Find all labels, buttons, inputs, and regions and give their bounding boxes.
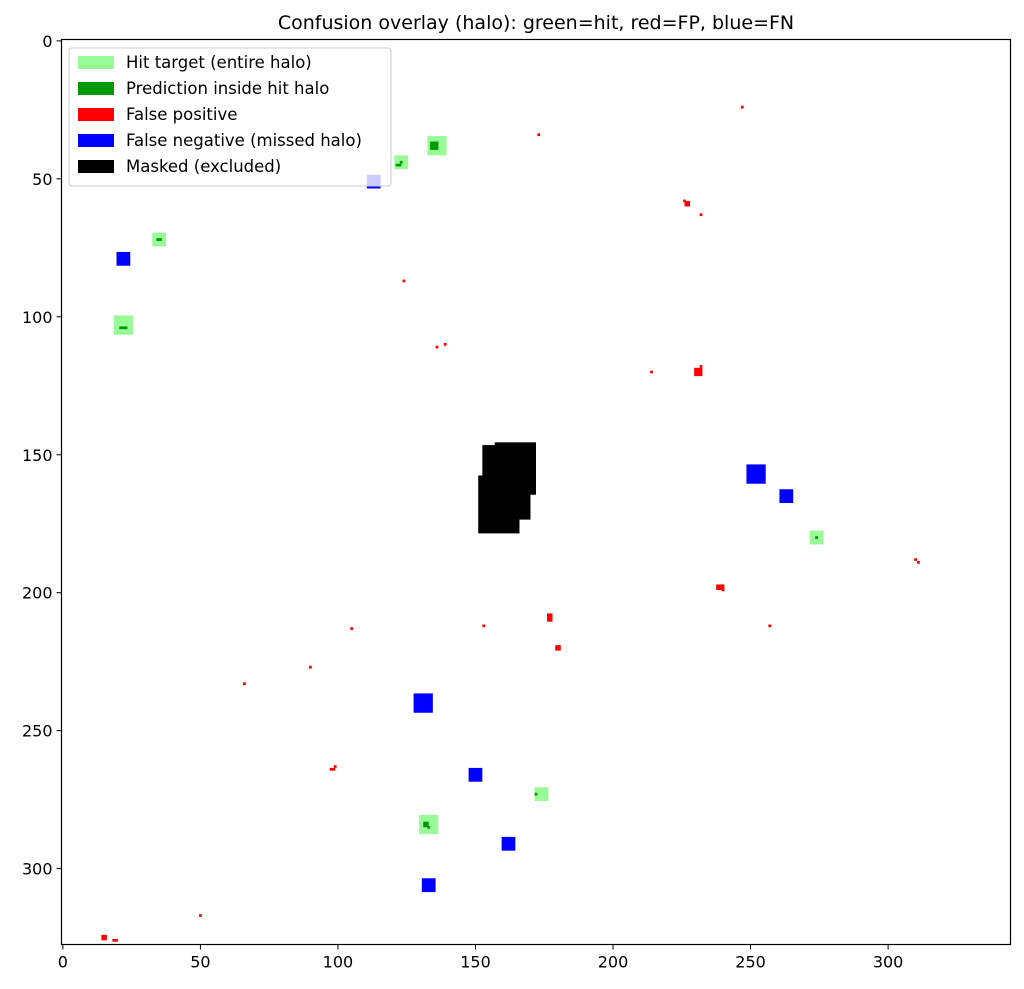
- y-tick-label-100: 100: [22, 308, 53, 327]
- prediction-inside-hit-halo-cell-9: [427, 825, 431, 829]
- false-positive-cell-7: [443, 343, 447, 346]
- false-positive-cell-13: [716, 584, 725, 590]
- x-tick-label-150: 150: [460, 953, 491, 972]
- x-tick-label-300: 300: [873, 953, 904, 972]
- x-tick-label-50: 50: [190, 953, 210, 972]
- false-positive-cell-21: [243, 682, 246, 686]
- false-positive-cell-1: [537, 133, 541, 137]
- legend-label-prediction-inside-hit-halo: Prediction inside hit halo: [126, 79, 329, 98]
- prediction-inside-hit-halo-cell-7: [534, 792, 538, 796]
- legend-label-hit-target-entire-halo: Hit target (entire halo): [126, 53, 312, 72]
- y-tick-label-0: 0: [42, 32, 52, 51]
- false-positive-cell-17: [482, 624, 486, 628]
- prediction-inside-hit-halo-cell-8: [423, 821, 429, 828]
- false-positive-cell-26: [112, 938, 118, 942]
- false-negative-missed-halo-cell-5: [468, 767, 483, 782]
- false-negative-missed-halo-cell-6: [501, 836, 516, 851]
- false-positive-cell-8: [650, 370, 653, 374]
- prediction-inside-hit-halo-cell-4: [156, 238, 162, 241]
- false-positive-cell-25: [101, 934, 107, 941]
- legend-label-masked-excluded: Masked (excluded): [126, 157, 281, 176]
- hit-target-entire-halo-cell-5: [534, 787, 549, 802]
- prediction-inside-hit-halo-cell-2: [395, 163, 402, 167]
- y-axis: 0 50 100 150 200 250 300: [22, 32, 62, 879]
- y-tick-label-200: 200: [22, 584, 53, 603]
- legend: Hit target (entire halo) Prediction insid…: [68, 47, 392, 187]
- hit-target-entire-halo-cell-3: [113, 315, 134, 335]
- false-positive-cell-11: [914, 558, 917, 561]
- legend-swatch-false-negative-missed-halo: [78, 134, 114, 147]
- false-positive-cell-18: [768, 624, 772, 628]
- false-positive-cell-2: [683, 199, 686, 203]
- x-axis: 0 50 100 150 200 250 300: [58, 944, 904, 972]
- false-negative-missed-halo-cell-1: [116, 251, 131, 266]
- false-positive-cell-10: [699, 365, 703, 368]
- false-positive-cell-16: [350, 627, 354, 630]
- masked-excluded-cell-2: [478, 475, 520, 534]
- y-tick-label-250: 250: [22, 722, 53, 741]
- prediction-inside-hit-halo-cell-3: [399, 160, 403, 164]
- y-tick-label-50: 50: [32, 170, 52, 189]
- false-positive-cell-23: [333, 765, 337, 768]
- x-tick-label-250: 250: [735, 953, 766, 972]
- false-positive-cell-20: [309, 665, 312, 669]
- false-negative-missed-halo-cell-4: [413, 693, 433, 713]
- x-tick-label-200: 200: [598, 953, 629, 972]
- x-tick-label-0: 0: [58, 953, 68, 972]
- false-positive-cell-9: [694, 367, 703, 377]
- false-positive-cell-22: [329, 767, 336, 771]
- false-positive-cell-3: [684, 200, 691, 207]
- false-positive-cell-15: [547, 613, 553, 622]
- false-positive-cell-6: [435, 345, 439, 349]
- legend-swatch-prediction-inside-hit-halo: [78, 82, 114, 95]
- false-positive-cell-5: [402, 279, 406, 283]
- false-negative-missed-halo-cell-2: [746, 464, 766, 484]
- legend-label-false-negative-missed-halo: False negative (missed halo): [126, 131, 362, 150]
- legend-swatch-hit-target-entire-halo: [78, 56, 114, 69]
- false-negative-missed-halo-cell-7: [421, 878, 436, 893]
- prediction-inside-hit-halo-cell-5: [119, 326, 128, 330]
- false-positive-cell-24: [199, 914, 202, 917]
- legend-swatch-masked-excluded: [78, 160, 114, 173]
- prediction-inside-hit-halo-cell-0: [430, 141, 439, 150]
- prediction-inside-hit-halo-cell-6: [815, 536, 818, 539]
- chart-title: Confusion overlay (halo): green=hit, red…: [278, 12, 794, 34]
- false-positive-cell-0: [740, 105, 744, 109]
- false-positive-cell-4: [699, 213, 703, 217]
- legend-label-false-positive: False positive: [126, 105, 237, 124]
- masked-excluded-cell-3: [516, 472, 531, 520]
- false-positive-cell-14: [721, 588, 725, 592]
- legend-swatch-false-positive: [78, 108, 114, 121]
- false-negative-missed-halo-cell-3: [779, 489, 794, 504]
- false-positive-cell-19: [555, 645, 561, 651]
- prediction-inside-hit-halo-cell-1: [435, 141, 439, 145]
- false-positive-cell-12: [916, 560, 920, 564]
- x-tick-label-100: 100: [323, 953, 354, 972]
- y-tick-label-300: 300: [22, 860, 53, 879]
- y-tick-label-150: 150: [22, 446, 53, 465]
- plot-area-frame: [60, 38, 1012, 946]
- legend-box: [68, 47, 392, 187]
- plot-area-cells: [101, 105, 920, 942]
